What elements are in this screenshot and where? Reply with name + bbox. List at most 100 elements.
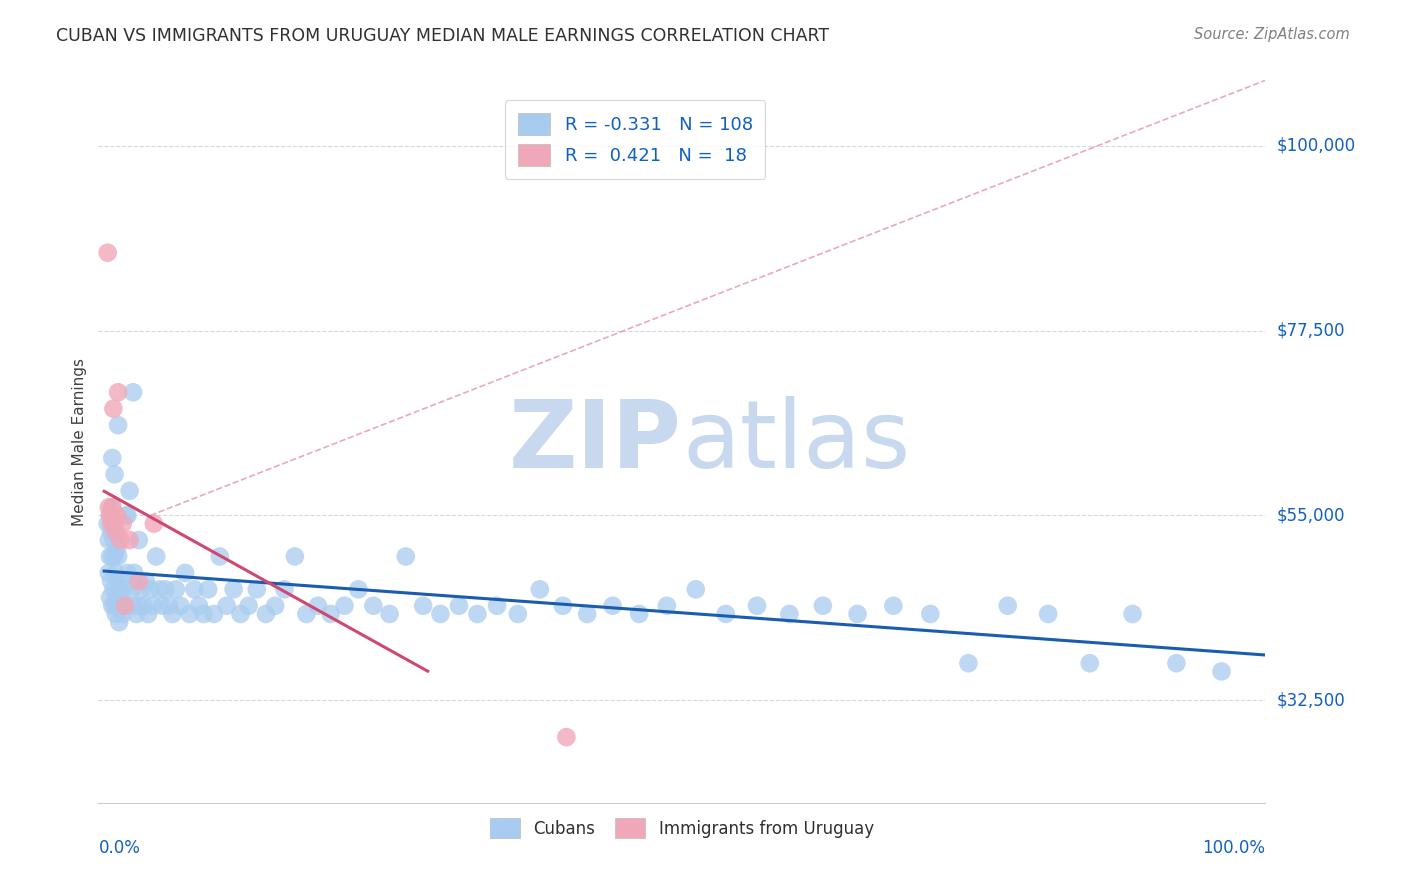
Point [112, 582, 135, 597]
Point [778, 607, 800, 621]
Text: $32,500: $32,500 [1277, 691, 1346, 709]
Point [183, 582, 205, 597]
Point [100, 516, 122, 531]
Point [333, 599, 356, 613]
Point [139, 582, 162, 597]
Point [104, 599, 127, 613]
Point [110, 599, 132, 613]
Point [162, 607, 184, 621]
Point [118, 533, 141, 547]
Point [745, 599, 768, 613]
Point [98, 549, 121, 564]
Point [110, 582, 132, 597]
Point [222, 582, 245, 597]
Point [395, 549, 418, 564]
Point [467, 607, 489, 621]
Point [378, 607, 401, 621]
Point [229, 607, 252, 621]
Point [108, 574, 131, 588]
Point [169, 599, 191, 613]
Point [110, 533, 132, 547]
Point [103, 533, 125, 547]
Point [100, 574, 122, 588]
Point [1038, 607, 1060, 621]
Point [107, 418, 129, 433]
Point [811, 599, 834, 613]
Point [628, 607, 651, 621]
Point [108, 615, 131, 630]
Point [128, 599, 150, 613]
Point [105, 591, 128, 605]
Point [150, 599, 173, 613]
Text: ZIP: ZIP [509, 395, 682, 488]
Point [145, 549, 167, 564]
Point [157, 599, 180, 613]
Point [202, 607, 225, 621]
Point [347, 582, 370, 597]
Point [174, 566, 197, 580]
Point [122, 566, 145, 580]
Point [122, 385, 145, 400]
Point [110, 582, 132, 597]
Point [104, 524, 127, 539]
Point [128, 574, 150, 588]
Point [920, 607, 942, 621]
Text: 100.0%: 100.0% [1202, 838, 1265, 857]
Point [602, 599, 624, 613]
Point [101, 549, 124, 564]
Point [98, 591, 121, 605]
Point [105, 541, 128, 556]
Point [447, 599, 470, 613]
Point [187, 599, 209, 613]
Text: 0.0%: 0.0% [98, 838, 141, 857]
Point [132, 599, 155, 613]
Point [215, 599, 238, 613]
Point [429, 607, 451, 621]
Text: $55,000: $55,000 [1277, 507, 1346, 524]
Point [273, 582, 295, 597]
Point [142, 516, 165, 531]
Point [101, 500, 124, 515]
Point [155, 582, 177, 597]
Point [197, 582, 219, 597]
Point [284, 549, 307, 564]
Point [98, 508, 121, 523]
Text: Source: ZipAtlas.com: Source: ZipAtlas.com [1194, 27, 1350, 42]
Point [100, 524, 122, 539]
Point [103, 582, 125, 597]
Point [103, 508, 125, 523]
Point [104, 607, 127, 621]
Point [107, 549, 129, 564]
Point [486, 599, 509, 613]
Text: CUBAN VS IMMIGRANTS FROM URUGUAY MEDIAN MALE EARNINGS CORRELATION CHART: CUBAN VS IMMIGRANTS FROM URUGUAY MEDIAN … [56, 27, 830, 45]
Point [555, 730, 578, 744]
Point [506, 607, 529, 621]
Point [104, 467, 127, 482]
Y-axis label: Median Male Earnings: Median Male Earnings [72, 358, 87, 525]
Point [104, 516, 127, 531]
Point [1121, 607, 1143, 621]
Point [193, 607, 215, 621]
Point [97, 566, 120, 580]
Text: $77,500: $77,500 [1277, 322, 1346, 340]
Point [576, 607, 599, 621]
Point [846, 607, 869, 621]
Point [136, 607, 159, 621]
Point [529, 582, 551, 597]
Point [97, 516, 120, 531]
Point [97, 500, 120, 515]
Point [264, 599, 287, 613]
Legend: Cubans, Immigrants from Uruguay: Cubans, Immigrants from Uruguay [484, 812, 880, 845]
Point [104, 566, 127, 580]
Point [714, 607, 737, 621]
Point [149, 582, 172, 597]
Point [135, 574, 157, 588]
Point [97, 245, 120, 260]
Point [104, 549, 127, 564]
Point [117, 508, 139, 523]
Point [122, 599, 145, 613]
Point [117, 566, 139, 580]
Point [238, 599, 260, 613]
Point [307, 599, 329, 613]
Point [114, 599, 136, 613]
